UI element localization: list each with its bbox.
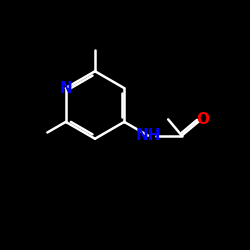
Text: O: O bbox=[196, 112, 209, 126]
Text: NH: NH bbox=[135, 128, 161, 143]
Text: N: N bbox=[60, 80, 72, 96]
